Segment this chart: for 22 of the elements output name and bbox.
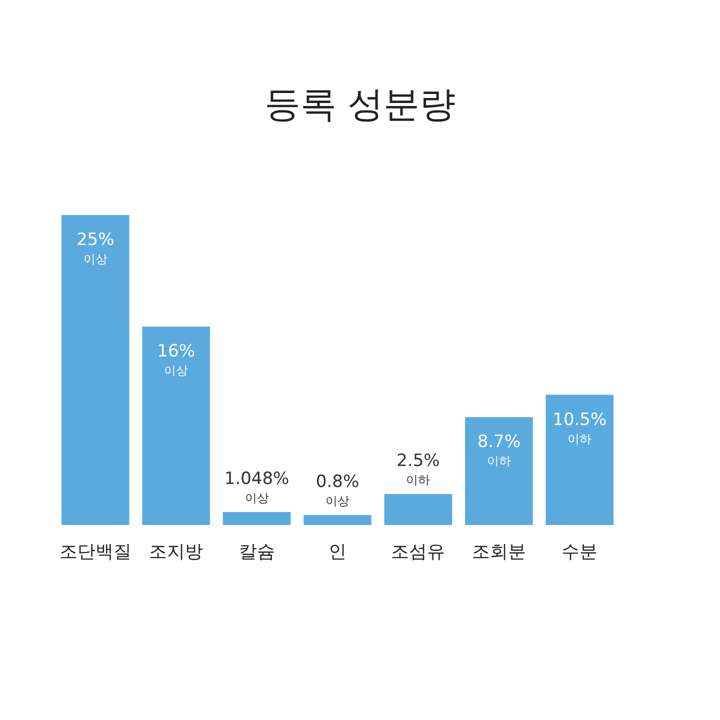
bar bbox=[61, 215, 130, 525]
bar bbox=[304, 515, 372, 525]
x-tick-label: 조회분 bbox=[472, 542, 526, 562]
x-tick-label: 조단백질 bbox=[59, 542, 132, 562]
data-label: 25% 이상 bbox=[76, 230, 114, 266]
x-tick-label: 인 bbox=[328, 542, 346, 562]
x-tick-label: 조지방 bbox=[149, 542, 204, 562]
bar bbox=[142, 326, 210, 525]
bar bbox=[384, 494, 452, 525]
data-label: 10.5% 이하 bbox=[552, 410, 607, 446]
data-label: 2.5% 이하 bbox=[396, 451, 440, 487]
bar bbox=[546, 394, 614, 525]
data-label: 8.7% 이하 bbox=[477, 432, 521, 468]
bar bbox=[465, 417, 533, 525]
x-tick-label: 칼슘 bbox=[238, 542, 275, 562]
data-label: 0.8% 이상 bbox=[316, 472, 360, 508]
x-tick-label: 수분 bbox=[562, 542, 598, 562]
data-label: 16% 이상 bbox=[157, 342, 195, 378]
chart-title: 등록 성분량 bbox=[264, 84, 456, 126]
x-tick-label: 조섬유 bbox=[391, 542, 446, 562]
bar bbox=[222, 512, 291, 525]
data-label: 1.048% 이상 bbox=[224, 469, 290, 506]
